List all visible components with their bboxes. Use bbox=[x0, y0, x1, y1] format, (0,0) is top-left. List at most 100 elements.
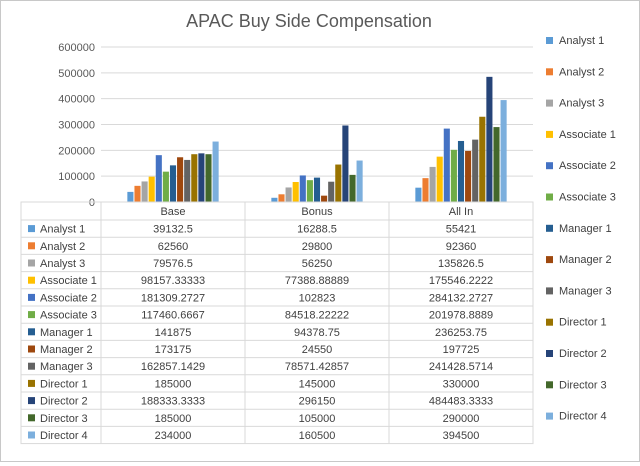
legend-entry: Manager 3 bbox=[559, 285, 612, 297]
legend-entry: Associate 3 bbox=[559, 192, 616, 204]
bar bbox=[184, 159, 191, 202]
table-cell: 94378.75 bbox=[294, 327, 340, 339]
table-cell: 175546.2222 bbox=[429, 275, 493, 287]
table-series-swatch bbox=[28, 362, 35, 370]
y-tick-label: 200000 bbox=[58, 145, 95, 157]
table-cell: 105000 bbox=[299, 413, 336, 425]
legend-swatch bbox=[546, 381, 553, 389]
bar bbox=[278, 194, 285, 202]
table-cell: 201978.8889 bbox=[429, 310, 493, 322]
table-series-name: Director 1 bbox=[40, 378, 88, 390]
bar bbox=[127, 191, 134, 202]
table-series-swatch bbox=[28, 225, 35, 233]
table-cell: 24550 bbox=[302, 344, 333, 356]
bar bbox=[429, 166, 436, 202]
table-cell: 284132.2727 bbox=[429, 292, 493, 304]
table-series-name: Director 3 bbox=[40, 413, 88, 425]
table-series-swatch bbox=[28, 242, 35, 250]
legend-entry: Manager 1 bbox=[559, 223, 612, 235]
legend-entry: Director 1 bbox=[559, 317, 607, 329]
bar bbox=[155, 155, 162, 202]
table-cell: 181309.2727 bbox=[141, 292, 205, 304]
bar bbox=[457, 140, 465, 202]
table-cell: 56250 bbox=[302, 258, 333, 270]
table-series-name: Manager 1 bbox=[40, 327, 93, 339]
table-cell: 484483.3333 bbox=[429, 396, 493, 408]
table-cell: 117460.6667 bbox=[141, 310, 204, 322]
table-cell: 79576.5 bbox=[153, 258, 193, 270]
table-series-name: Analyst 3 bbox=[40, 258, 85, 270]
legend-swatch bbox=[546, 287, 553, 295]
table-series-swatch bbox=[28, 259, 35, 267]
table-series-name: Associate 2 bbox=[40, 292, 97, 304]
table-cell: 234000 bbox=[155, 430, 192, 442]
bar bbox=[465, 150, 472, 202]
table-cell: 330000 bbox=[443, 378, 480, 390]
category-label: Bonus bbox=[301, 206, 333, 218]
legend-swatch bbox=[546, 412, 553, 420]
legend-entry: Analyst 3 bbox=[559, 98, 604, 110]
bar bbox=[443, 128, 450, 202]
table-series-name: Associate 1 bbox=[40, 275, 97, 287]
table-cell: 77388.88889 bbox=[285, 275, 349, 287]
bar bbox=[191, 154, 198, 202]
legend-swatch bbox=[546, 68, 553, 76]
bar bbox=[162, 171, 169, 202]
y-tick-label: 300000 bbox=[58, 120, 95, 132]
table-cell: 16288.5 bbox=[297, 224, 337, 236]
y-tick-label: 0 bbox=[89, 197, 95, 209]
table-series-swatch bbox=[28, 276, 35, 284]
table-series-swatch bbox=[28, 379, 35, 387]
table-series-swatch bbox=[28, 293, 35, 301]
table-cell: 185000 bbox=[155, 378, 192, 390]
table-cell: 162857.1429 bbox=[141, 361, 205, 373]
legend-entry: Analyst 1 bbox=[559, 35, 604, 47]
legend-swatch bbox=[546, 256, 553, 264]
bar bbox=[479, 116, 486, 202]
bar bbox=[415, 187, 422, 202]
bar bbox=[342, 125, 349, 202]
table-cell: 98157.33333 bbox=[141, 275, 205, 287]
legend-swatch bbox=[546, 162, 553, 170]
table-series-swatch bbox=[28, 328, 35, 336]
legend-swatch bbox=[546, 318, 553, 326]
bar bbox=[472, 139, 479, 202]
bar bbox=[198, 153, 205, 202]
table-cell: 290000 bbox=[443, 413, 480, 425]
bar bbox=[313, 177, 321, 202]
bar bbox=[177, 157, 184, 202]
table-cell: 29800 bbox=[302, 241, 333, 253]
legend-entry: Director 3 bbox=[559, 379, 607, 391]
table-series-name: Analyst 1 bbox=[40, 224, 85, 236]
bar bbox=[335, 164, 342, 202]
bar bbox=[349, 174, 356, 202]
table-cell: 92360 bbox=[446, 241, 477, 253]
bar bbox=[436, 156, 443, 202]
legend-entry: Associate 2 bbox=[559, 160, 616, 172]
table-cell: 78571.42857 bbox=[285, 361, 349, 373]
bar bbox=[422, 178, 429, 202]
table-cell: 55421 bbox=[446, 224, 477, 236]
legend-entry: Director 4 bbox=[559, 411, 607, 423]
table-series-swatch bbox=[28, 414, 35, 422]
bar bbox=[292, 182, 299, 202]
table-series-name: Manager 2 bbox=[40, 344, 93, 356]
table-series-name: Associate 3 bbox=[40, 310, 97, 322]
legend-swatch bbox=[546, 193, 553, 201]
legend-entry: Manager 2 bbox=[559, 254, 612, 266]
table-cell: 141875 bbox=[155, 327, 192, 339]
legend-entry: Associate 1 bbox=[559, 129, 616, 141]
table-series-name: Director 4 bbox=[40, 430, 88, 442]
table-cell: 188333.3333 bbox=[141, 396, 205, 408]
table-series-swatch bbox=[28, 431, 35, 439]
y-tick-label: 600000 bbox=[58, 42, 95, 54]
table-cell: 102823 bbox=[299, 292, 336, 304]
legend-entry: Analyst 2 bbox=[559, 66, 604, 78]
table-series-swatch bbox=[28, 345, 35, 353]
table-cell: 241428.5714 bbox=[429, 361, 493, 373]
table-series-name: Analyst 2 bbox=[40, 241, 85, 253]
y-tick-label: 500000 bbox=[58, 68, 95, 80]
table-cell: 62560 bbox=[158, 241, 189, 253]
